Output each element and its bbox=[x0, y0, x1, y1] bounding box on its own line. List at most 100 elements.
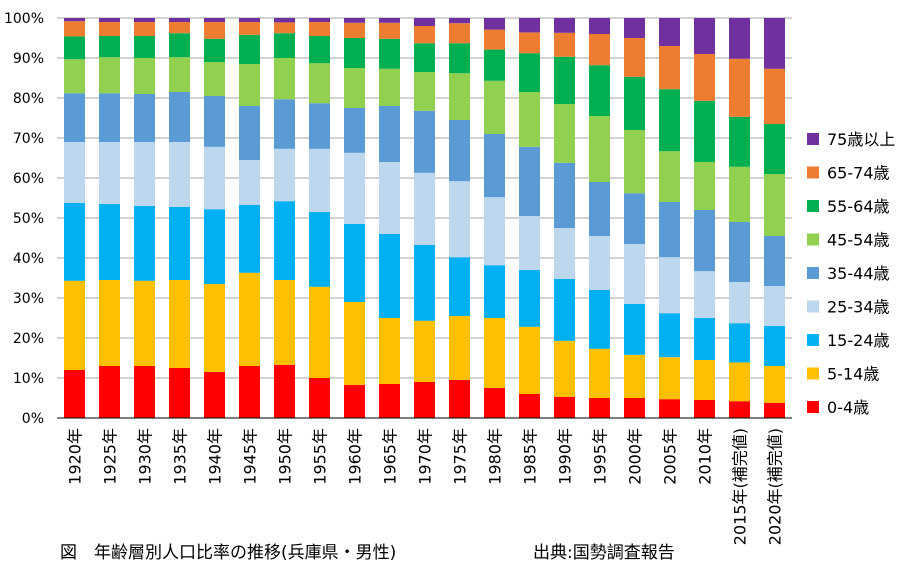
bar-segment bbox=[414, 244, 435, 321]
bar-stack bbox=[624, 18, 645, 418]
bar-segment bbox=[659, 18, 680, 46]
bar-stack bbox=[309, 18, 330, 418]
bar-segment bbox=[379, 38, 400, 69]
legend-item: 35-44歳 bbox=[807, 264, 890, 283]
bar-segment bbox=[204, 38, 225, 62]
legend-swatch bbox=[807, 300, 819, 313]
bar-segment bbox=[99, 57, 120, 94]
bar-segment bbox=[414, 110, 435, 173]
bar-segment bbox=[414, 72, 435, 111]
bar-segment bbox=[239, 34, 260, 64]
bar-segment bbox=[694, 162, 715, 210]
bar-segment bbox=[274, 201, 295, 280]
x-tick-label: 1965年 bbox=[381, 428, 400, 485]
bar-segment bbox=[169, 33, 190, 58]
x-tick-label: 1955年 bbox=[311, 428, 330, 485]
bar-segment bbox=[99, 142, 120, 204]
bar-segment bbox=[764, 236, 785, 286]
bar-segment bbox=[764, 326, 785, 366]
legend-swatch bbox=[807, 367, 819, 380]
bar-segment bbox=[414, 382, 435, 418]
bar-segment bbox=[659, 399, 680, 418]
bar-segment bbox=[379, 162, 400, 234]
bar-segment bbox=[449, 18, 470, 24]
bar-segment bbox=[729, 58, 750, 117]
bar-segment bbox=[239, 106, 260, 160]
bar-segment bbox=[309, 63, 330, 104]
x-tick-label: 1980年 bbox=[486, 428, 505, 485]
bar-segment bbox=[64, 280, 85, 370]
x-tick-label: 2005年 bbox=[661, 428, 680, 485]
y-tick-label: 30% bbox=[13, 291, 44, 307]
x-tick-label: 2000年 bbox=[626, 428, 645, 485]
bar-segment bbox=[554, 228, 575, 279]
bar-segment bbox=[414, 18, 435, 26]
x-tick-label: 1985年 bbox=[521, 428, 540, 485]
bar-segment bbox=[309, 378, 330, 418]
bar-segment bbox=[309, 148, 330, 212]
x-tick-label: 1995年 bbox=[591, 428, 610, 485]
bar-segment bbox=[64, 202, 85, 281]
bar-segment bbox=[169, 368, 190, 418]
bar-stack bbox=[379, 18, 400, 418]
bar-segment bbox=[554, 104, 575, 163]
bar-segment bbox=[64, 142, 85, 203]
source-note: 出典:国勢調査報告 bbox=[533, 543, 675, 563]
bar-segment bbox=[589, 65, 610, 116]
legend-label: 0-4歳 bbox=[827, 398, 869, 417]
bar-stack bbox=[169, 18, 190, 418]
bar-segment bbox=[344, 152, 365, 224]
bar-segment bbox=[379, 22, 400, 39]
bar-segment bbox=[99, 36, 120, 58]
bar-segment bbox=[764, 402, 785, 418]
y-tick-label: 0% bbox=[22, 411, 44, 427]
bar-segment bbox=[624, 354, 645, 398]
bar-segment bbox=[484, 49, 505, 81]
bar-segment bbox=[554, 396, 575, 418]
legend-swatch bbox=[807, 133, 819, 145]
bar-segment bbox=[414, 320, 435, 382]
bar-segment bbox=[344, 18, 365, 23]
x-tick-label: 1920年 bbox=[66, 428, 85, 485]
bar-segment bbox=[379, 318, 400, 384]
bar-segment bbox=[624, 193, 645, 244]
bars bbox=[64, 18, 785, 418]
bar-segment bbox=[204, 62, 225, 96]
bar-segment bbox=[309, 36, 330, 64]
bar-segment bbox=[519, 92, 540, 147]
y-tick-label: 20% bbox=[13, 331, 44, 347]
bar-stack bbox=[204, 18, 225, 418]
bar-segment bbox=[449, 380, 470, 418]
bar-segment bbox=[554, 340, 575, 397]
bar-segment bbox=[624, 244, 645, 304]
bar-segment bbox=[729, 401, 750, 418]
bar-segment bbox=[204, 18, 225, 22]
bar-segment bbox=[134, 58, 155, 94]
bar-segment bbox=[519, 53, 540, 92]
bar-segment bbox=[449, 316, 470, 380]
bar-segment bbox=[344, 22, 365, 38]
bar-segment bbox=[484, 80, 505, 134]
legend-item: 15-24歳 bbox=[807, 331, 890, 350]
bar-segment bbox=[519, 146, 540, 216]
bar-segment bbox=[414, 43, 435, 72]
bar-segment bbox=[764, 286, 785, 326]
figure-caption: 図 年齢層別人口比率の推移(兵庫県・男性) bbox=[60, 543, 397, 563]
bar-segment bbox=[169, 206, 190, 280]
bar-segment bbox=[764, 366, 785, 403]
legend: 75歳以上 65-74歳 55-64歳 45-54歳 35-44歳 25-34歳 15-24… bbox=[807, 130, 895, 417]
bar-segment bbox=[274, 18, 295, 23]
bar-segment bbox=[519, 326, 540, 394]
bar-segment bbox=[204, 96, 225, 147]
bar-stack bbox=[519, 18, 540, 418]
bar-segment bbox=[624, 304, 645, 355]
legend-label: 55-64歳 bbox=[827, 197, 890, 216]
bar-segment bbox=[554, 278, 575, 341]
bar-segment bbox=[624, 76, 645, 130]
bar-segment bbox=[519, 32, 540, 54]
bar-segment bbox=[589, 18, 610, 34]
bar-segment bbox=[309, 18, 330, 22]
x-tick-label: 2020年(補完値) bbox=[766, 428, 785, 545]
legend-swatch bbox=[807, 401, 819, 413]
